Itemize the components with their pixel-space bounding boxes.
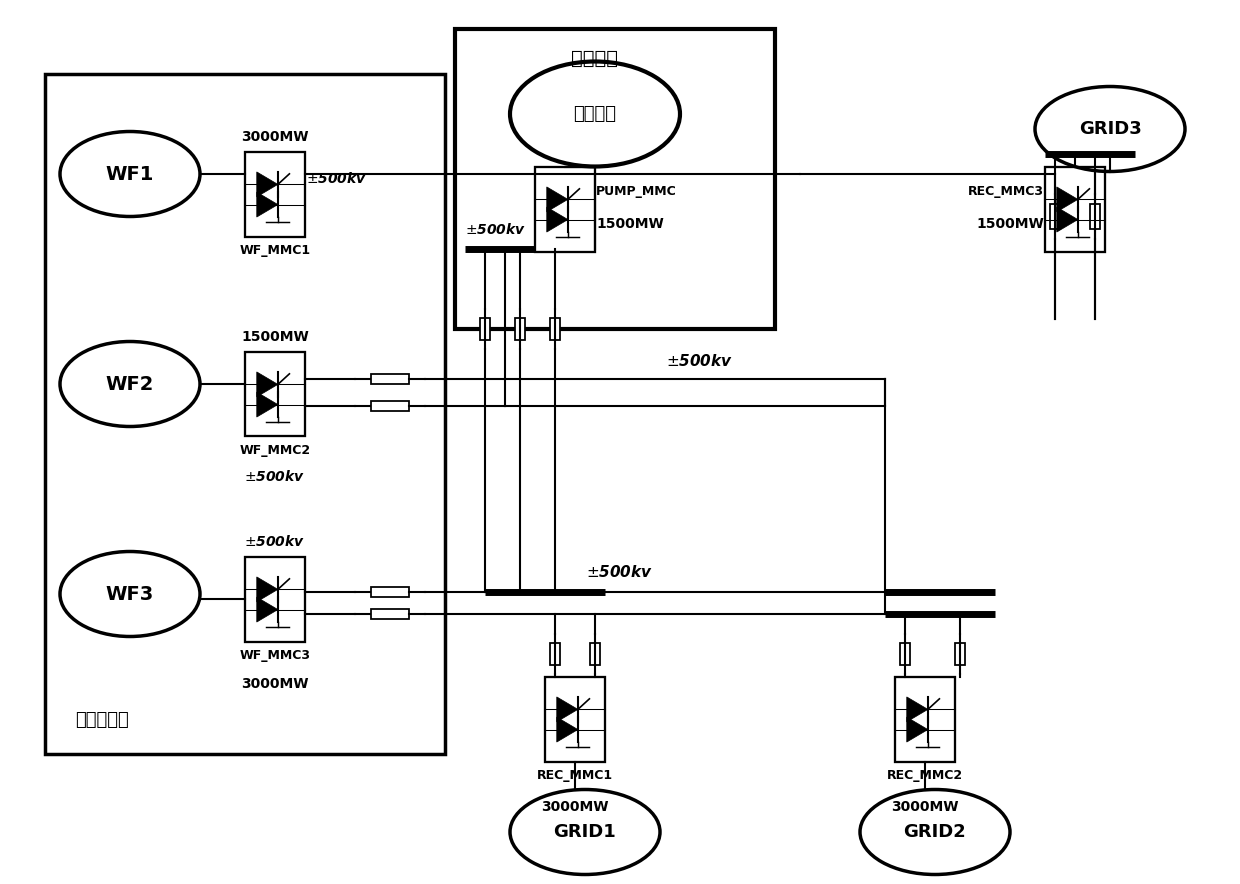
Text: REC_MMC2: REC_MMC2	[887, 769, 963, 782]
Polygon shape	[257, 392, 278, 417]
Text: GRID2: GRID2	[904, 823, 966, 841]
Text: REC_MMC1: REC_MMC1	[537, 769, 613, 782]
Text: 3000MW: 3000MW	[541, 800, 609, 814]
Bar	[371, 609, 409, 619]
Polygon shape	[257, 171, 278, 197]
Polygon shape	[257, 577, 278, 602]
Bar	[955, 643, 965, 665]
Polygon shape	[1056, 207, 1078, 232]
Text: 新能源送端: 新能源送端	[74, 711, 129, 729]
Polygon shape	[257, 192, 278, 217]
Text: 3000MW: 3000MW	[892, 800, 959, 814]
Bar	[480, 318, 490, 340]
Bar	[590, 643, 600, 665]
Polygon shape	[547, 207, 568, 232]
Text: $\pm$500kv: $\pm$500kv	[244, 534, 305, 549]
Bar	[455, 29, 775, 329]
Text: GRID1: GRID1	[553, 823, 616, 841]
Text: 1500MW: 1500MW	[241, 330, 309, 344]
Bar	[515, 318, 525, 340]
Text: 储能电站: 储能电站	[572, 49, 619, 68]
Bar	[1045, 166, 1105, 252]
Bar	[45, 74, 445, 754]
Bar	[371, 587, 409, 597]
Polygon shape	[257, 597, 278, 622]
Bar	[895, 676, 955, 761]
Polygon shape	[1056, 187, 1078, 212]
Bar	[551, 643, 560, 665]
Text: $\pm$500kv: $\pm$500kv	[666, 353, 734, 369]
Bar	[1050, 204, 1060, 229]
Bar	[534, 166, 595, 252]
Bar	[371, 401, 409, 411]
Text: REC_MMC3: REC_MMC3	[968, 185, 1044, 197]
Text: 1500MW: 1500MW	[596, 217, 663, 231]
Text: 3000MW: 3000MW	[242, 677, 309, 691]
Text: WF_MMC2: WF_MMC2	[239, 444, 310, 457]
Text: 抽水蓄能: 抽水蓄能	[573, 105, 616, 123]
Text: 1500MW: 1500MW	[976, 217, 1044, 231]
Text: WF3: WF3	[105, 584, 154, 604]
Text: $\pm$500kv: $\pm$500kv	[306, 171, 367, 187]
Bar	[246, 151, 305, 237]
Text: WF_MMC3: WF_MMC3	[239, 649, 310, 662]
Text: PUMP_MMC: PUMP_MMC	[596, 185, 677, 197]
Polygon shape	[557, 697, 578, 722]
Bar	[551, 318, 560, 340]
Bar	[371, 374, 409, 384]
Polygon shape	[257, 372, 278, 397]
Bar	[1090, 204, 1100, 229]
Polygon shape	[547, 187, 568, 212]
Text: $\pm$500kv: $\pm$500kv	[587, 564, 653, 580]
Text: WF_MMC1: WF_MMC1	[239, 244, 310, 257]
Polygon shape	[906, 697, 928, 722]
Text: WF1: WF1	[105, 164, 154, 184]
Polygon shape	[906, 717, 928, 742]
Bar	[546, 676, 605, 761]
Bar	[246, 352, 305, 437]
Text: $\pm$500kv: $\pm$500kv	[465, 222, 526, 237]
Bar	[900, 643, 910, 665]
Polygon shape	[557, 717, 578, 742]
Text: $\pm$500kv: $\pm$500kv	[244, 469, 305, 484]
Text: 3000MW: 3000MW	[242, 130, 309, 144]
Text: GRID3: GRID3	[1079, 120, 1141, 138]
Bar	[246, 557, 305, 642]
Text: WF2: WF2	[105, 375, 154, 393]
